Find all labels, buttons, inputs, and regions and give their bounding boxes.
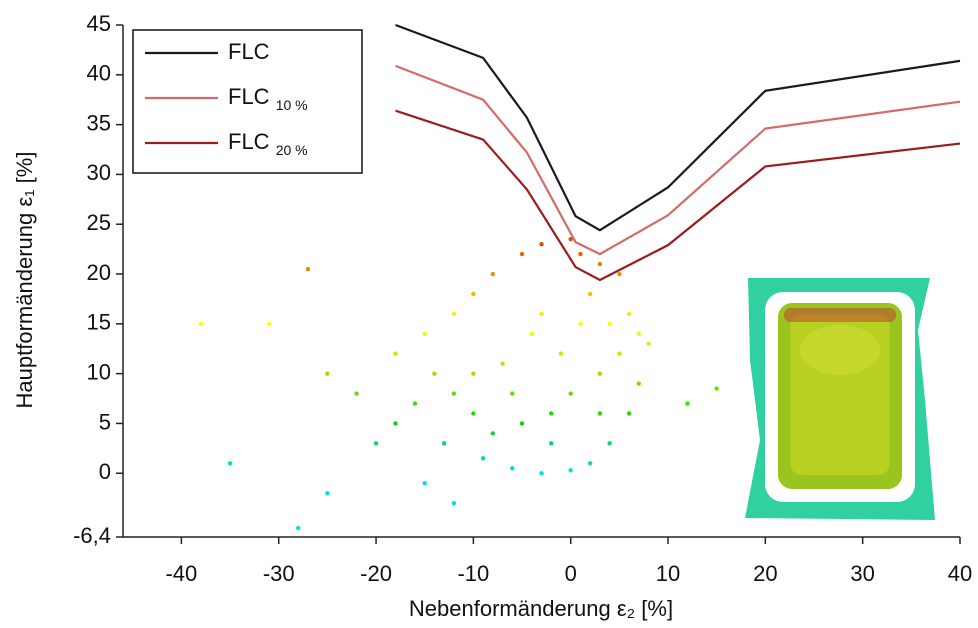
scatter-point (597, 371, 603, 376)
scatter-point (354, 391, 359, 396)
scatter-point (471, 371, 476, 376)
scatter-point (617, 271, 622, 277)
scatter-point (636, 381, 642, 386)
scatter-point (325, 371, 330, 376)
part-inset (745, 278, 935, 520)
legend-label: FLC (228, 39, 270, 64)
scatter-point (422, 481, 427, 486)
scatter-point (549, 411, 554, 416)
scatter-point (539, 311, 544, 317)
scatter-point (490, 271, 496, 277)
scatter-point (568, 391, 573, 396)
scatter-point (198, 321, 204, 327)
scatter-point (529, 331, 534, 336)
scatter-point (441, 441, 447, 446)
y-tick-label: 15 (87, 310, 111, 335)
scatter-point (597, 411, 603, 416)
scatter-point (471, 291, 476, 297)
x-tick-label: -10 (457, 561, 489, 586)
x-tick-label: 20 (753, 561, 777, 586)
flc-line (395, 64, 961, 256)
scatter-point (587, 461, 593, 466)
y-tick-label: 5 (99, 409, 111, 434)
legend-label: FLC 10 % (228, 84, 308, 113)
scatter-point (607, 441, 612, 446)
scatter-point (519, 251, 525, 257)
scatter-point (636, 331, 642, 336)
x-tick-label: 10 (656, 561, 680, 586)
scatter-point (607, 321, 612, 327)
flc-line (395, 109, 961, 282)
y-axis-label: Hauptformänderung ε₁ [%] (12, 152, 37, 409)
x-tick-label: -40 (165, 561, 197, 586)
scatter-point (510, 391, 515, 396)
y-tick-label: 10 (87, 359, 111, 384)
scatter-point (539, 471, 544, 476)
scatter-point (597, 261, 603, 267)
scatter-point (578, 321, 583, 327)
scatter-point (451, 311, 457, 317)
y-tick-label: 20 (87, 260, 111, 285)
scatter-point (490, 431, 496, 436)
scatter-point (471, 411, 476, 416)
scatter-point (549, 441, 554, 446)
x-tick-label: 30 (850, 561, 874, 586)
scatter-point (578, 251, 583, 257)
scatter-point (500, 361, 505, 366)
scatter-point (568, 236, 573, 242)
scatter-point (305, 266, 311, 272)
scatter-point (422, 331, 427, 336)
y-tick-label: 30 (87, 160, 111, 185)
scatter-point (480, 456, 486, 461)
x-tick-label: -20 (360, 561, 392, 586)
scatter-point (451, 500, 457, 506)
scatter-point (373, 441, 379, 446)
scatter-point (587, 291, 593, 297)
x-tick-label: -30 (263, 561, 295, 586)
scatter-point (558, 351, 564, 356)
scatter-point (617, 351, 622, 356)
x-tick-label: 0 (565, 561, 577, 586)
y-tick-label: 0 (99, 459, 111, 484)
y-tick-label: 35 (87, 110, 111, 135)
y-tick-label: 40 (87, 61, 111, 86)
x-axis-label: Nebenformänderung ε₂ [%] (409, 596, 673, 621)
scatter-point (626, 311, 632, 317)
scatter-point (539, 241, 544, 247)
scatter-point (568, 468, 573, 473)
scatter-point (412, 401, 418, 406)
legend-label: FLC 20 % (228, 129, 308, 158)
scatter-point (685, 401, 690, 406)
x-tick-label: 40 (948, 561, 972, 586)
scatter-point (266, 321, 272, 327)
scatter-point (393, 421, 398, 426)
scatter-point (451, 391, 457, 396)
scatter-point (432, 371, 437, 376)
scatter-point (227, 461, 233, 466)
scatter-point (714, 386, 719, 391)
scatter-point (325, 490, 330, 496)
scatter-point (626, 411, 632, 416)
y-tick-label: -6,4 (73, 523, 111, 548)
scatter-point (510, 466, 515, 471)
y-tick-label: 45 (87, 11, 111, 36)
y-tick-label: 25 (87, 210, 111, 235)
scatter-point (393, 351, 398, 356)
scatter-point (646, 341, 651, 346)
scatter-point (295, 525, 301, 531)
flc-line (395, 23, 961, 232)
scatter-point (519, 421, 525, 426)
